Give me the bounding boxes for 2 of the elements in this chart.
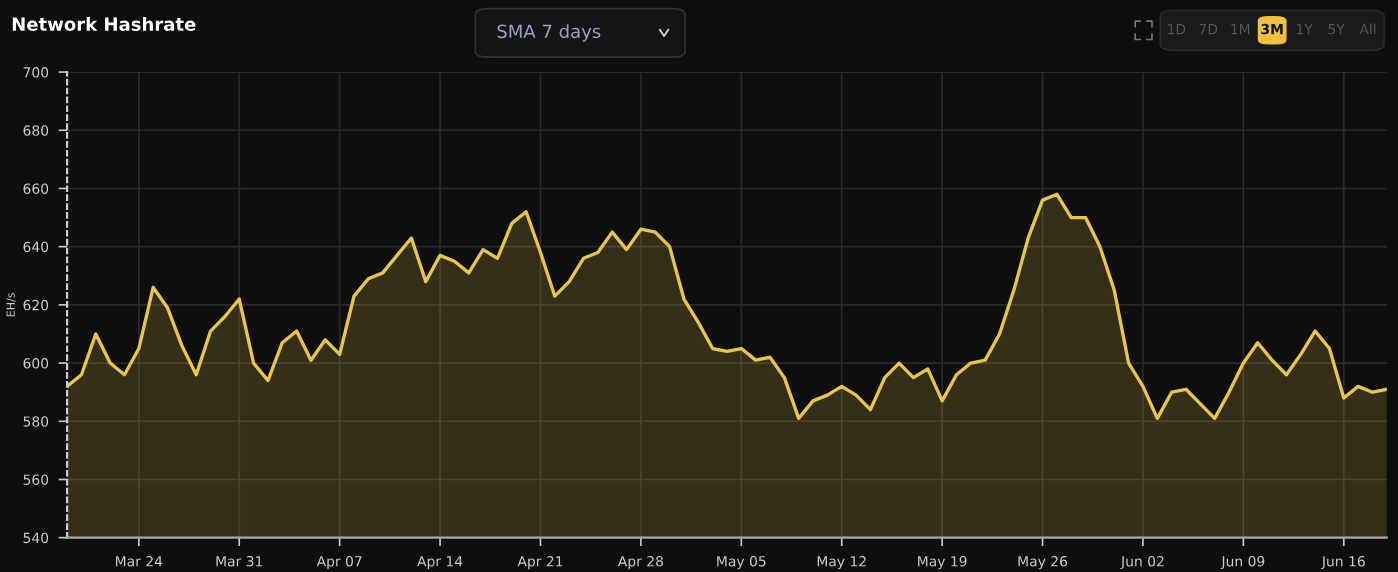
text: SMA 7 days — [497, 24, 601, 42]
chart-title: Network Hashrate — [12, 17, 196, 31]
